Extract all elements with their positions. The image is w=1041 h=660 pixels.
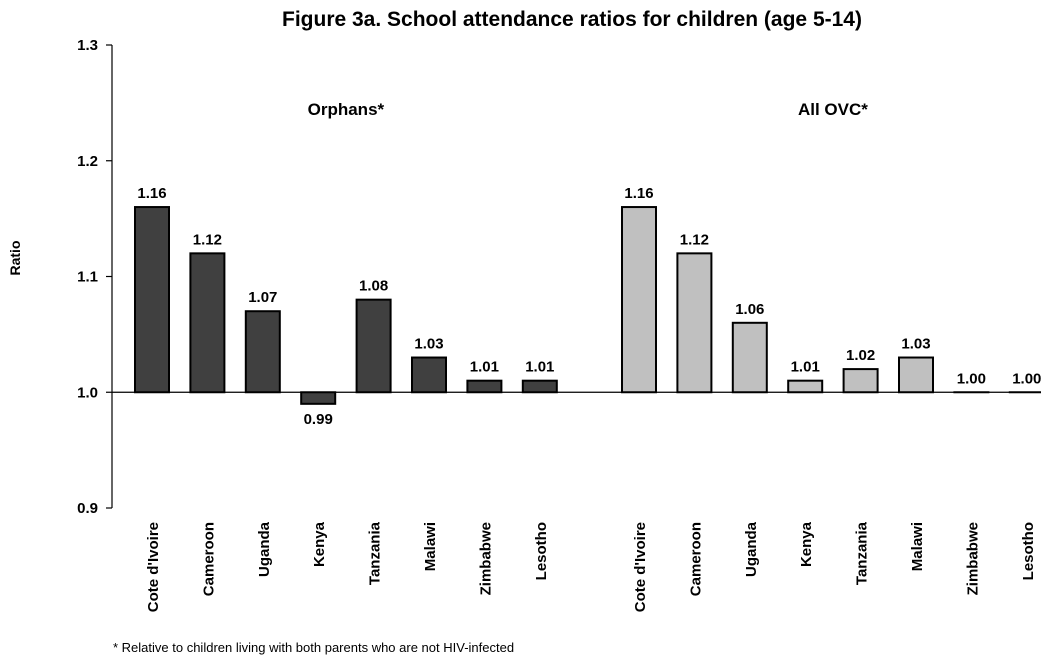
data-label: 1.12 xyxy=(193,231,222,248)
bar xyxy=(189,252,226,394)
category-label: Tanzania xyxy=(854,521,871,585)
bar xyxy=(355,298,392,394)
bar xyxy=(731,321,768,394)
data-label: 1.07 xyxy=(248,289,277,306)
y-axis-label: Ratio xyxy=(7,241,23,276)
bar xyxy=(244,310,281,394)
data-label: 1.06 xyxy=(735,301,764,318)
category-label: Cameroon xyxy=(687,522,704,596)
data-labels: 1.16 1.12 1.07 0.99 1.08 1.03 1.01 1.01 1.16 1.12… xyxy=(137,185,1041,428)
category-label: Cameroon xyxy=(200,522,217,596)
bar xyxy=(787,379,824,394)
data-label: 1.12 xyxy=(680,231,709,248)
data-label: 1.01 xyxy=(470,359,499,376)
category-label: Zimbabwe xyxy=(477,522,494,595)
category-label: Tanzania xyxy=(367,521,384,585)
group-labels: Orphans* All OVC* xyxy=(308,100,869,119)
data-label: 1.01 xyxy=(791,359,820,376)
bar xyxy=(134,206,170,394)
category-label: Uganda xyxy=(743,521,760,577)
category-label: Malawi xyxy=(422,522,439,571)
data-label: 1.01 xyxy=(525,359,554,376)
category-label: Lesotho xyxy=(1020,522,1037,580)
category-label: Uganda xyxy=(256,521,273,577)
y-tick-label: 1.0 xyxy=(77,384,98,401)
category-label: Malawi xyxy=(909,522,926,571)
y-tick-label: 0.9 xyxy=(77,500,98,517)
group-label: Orphans* xyxy=(308,100,385,119)
y-tick-label: 1.2 xyxy=(77,153,98,170)
data-label: 1.02 xyxy=(846,347,875,364)
bar xyxy=(842,368,879,394)
data-label: 1.16 xyxy=(137,185,166,202)
data-label: 1.00 xyxy=(1012,370,1041,387)
category-label: Zimbabwe xyxy=(964,522,981,595)
y-tick-label: 1.1 xyxy=(77,269,98,286)
category-labels: Cote d'Ivoire Cameroon Uganda Kenya Tanzania… xyxy=(145,521,1037,612)
bar xyxy=(621,206,657,394)
data-label: 1.16 xyxy=(624,185,653,202)
bar-series xyxy=(134,206,1041,405)
category-label: Cote d'Ivoire xyxy=(145,522,162,612)
data-label: 0.99 xyxy=(304,411,333,428)
footnote: * Relative to children living with both … xyxy=(113,640,514,655)
bar xyxy=(898,356,934,394)
data-label: 1.03 xyxy=(414,336,443,353)
bar xyxy=(676,252,713,394)
category-label: Cote d'Ivoire xyxy=(632,522,649,612)
bar xyxy=(521,379,558,394)
bar xyxy=(466,379,503,394)
data-label: 1.03 xyxy=(901,336,930,353)
category-label: Lesotho xyxy=(533,522,550,580)
category-label: Kenya xyxy=(311,521,328,567)
bar xyxy=(411,356,447,394)
group-label: All OVC* xyxy=(798,100,868,119)
y-tick-label: 1.3 xyxy=(77,37,98,54)
y-axis-ticks: 0.9 1.0 1.1 1.2 1.3 xyxy=(77,37,112,517)
data-label: 1.00 xyxy=(957,370,986,387)
chart-title: Figure 3a. School attendance ratios for … xyxy=(282,8,862,31)
data-label: 1.08 xyxy=(359,278,388,295)
bar xyxy=(300,391,337,405)
category-label: Kenya xyxy=(798,521,815,567)
